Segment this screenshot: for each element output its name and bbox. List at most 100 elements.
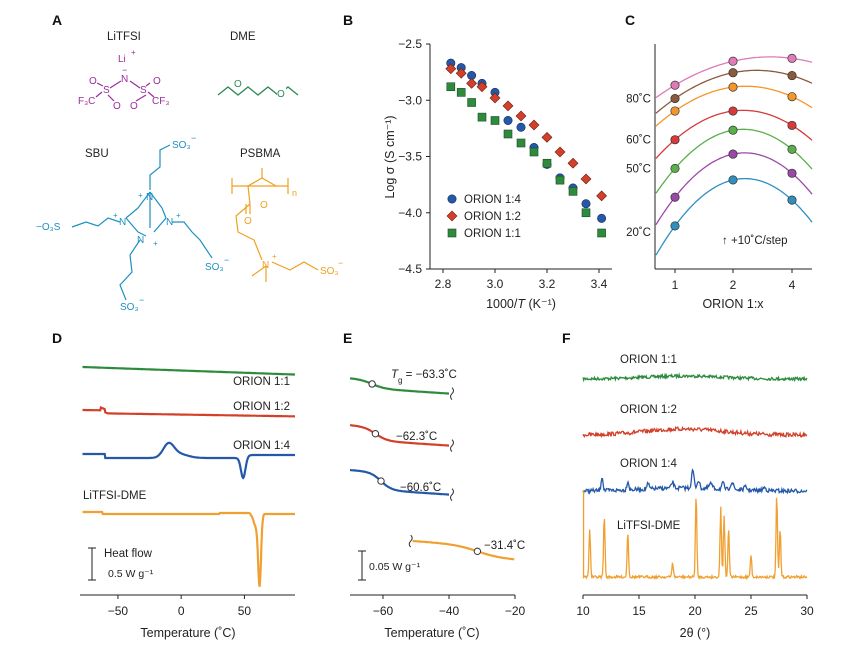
psbma-n: N bbox=[262, 260, 269, 271]
panel-b-point-square bbox=[467, 98, 476, 107]
panel-b-point-square bbox=[456, 88, 466, 97]
panel-b-legend-label: ORION 1:2 bbox=[464, 211, 521, 223]
psbma-structure: PSBMA n O O N + SO₃ − bbox=[231, 148, 343, 282]
litfsi-s-right: S bbox=[140, 85, 147, 96]
panel-e-chart: −60 −40 −20 Tg = −63.3˚C −62.3˚C −60.6˚C −… bbox=[349, 369, 526, 640]
panel-d-label-1-4: ORION 1:4 bbox=[233, 440, 290, 452]
panel-b-point-square bbox=[529, 147, 539, 157]
panel-c-point bbox=[728, 56, 738, 66]
panel-c-point bbox=[670, 94, 680, 104]
panel-a-label: A bbox=[52, 12, 62, 28]
panel-d-xtick-label: 50 bbox=[238, 604, 252, 618]
panel-e-tg-1: Tg = −63.3˚C bbox=[391, 369, 457, 385]
sbu-so3-bottom-minus: − bbox=[139, 295, 144, 305]
panel-b-point-square bbox=[446, 82, 456, 92]
panel-d-xlabel: Temperature (˚C) bbox=[140, 626, 235, 640]
panel-f-label-1-4: ORION 1:4 bbox=[620, 458, 677, 470]
sbu-plus-4: + bbox=[153, 239, 158, 248]
panel-b-point-square bbox=[581, 208, 591, 218]
dme-o1: O bbox=[234, 79, 242, 90]
litfsi-o4: O bbox=[153, 76, 161, 87]
panel-b-point-square bbox=[597, 228, 606, 238]
panel-d-xtick-label: −50 bbox=[108, 604, 129, 618]
sbu-n-left: N bbox=[119, 217, 126, 228]
panel-d-label-1-1: ORION 1:1 bbox=[233, 376, 290, 388]
sbu-plus-1: + bbox=[138, 191, 143, 200]
sbu-plus-3: + bbox=[176, 211, 181, 220]
litfsi-li-plus: + bbox=[131, 48, 136, 57]
panel-e-curve bbox=[349, 469, 450, 496]
panel-d-curve-litfsi-dme bbox=[82, 510, 295, 587]
panel-f-curve-litfsi-dme bbox=[582, 497, 808, 581]
panel-b-legend-label: ORION 1:1 bbox=[464, 228, 521, 240]
panel-e-curve bbox=[412, 539, 515, 561]
panel-e-xlabel: Temperature (˚C) bbox=[384, 626, 479, 640]
panel-b-point-diamond bbox=[541, 131, 553, 143]
panel-c-point bbox=[728, 68, 738, 78]
panel-c-point bbox=[670, 106, 680, 116]
panel-b-point-diamond bbox=[554, 146, 566, 158]
litfsi-li: Li bbox=[118, 54, 126, 65]
panel-e-tg-4: −31.4˚C bbox=[484, 540, 525, 552]
panel-f-xtick-label: 10 bbox=[576, 604, 590, 618]
panel-f-curve-orion-1-2 bbox=[582, 425, 808, 439]
panel-b-point-square bbox=[542, 158, 552, 168]
sbu-plus-2: + bbox=[113, 211, 118, 220]
panel-c-step-note: +10˚C/step bbox=[731, 235, 788, 247]
panel-b-point-diamond bbox=[528, 119, 540, 131]
sbu-n-bottom: N bbox=[137, 235, 144, 246]
panel-f-label-1-1: ORION 1:1 bbox=[620, 354, 677, 366]
panel-b-point-diamond bbox=[515, 110, 527, 122]
panel-b-xtick-label: 3.4 bbox=[591, 277, 608, 291]
panel-c-point bbox=[728, 125, 738, 135]
litfsi-o1: O bbox=[89, 76, 97, 87]
litfsi-o3: O bbox=[130, 101, 138, 112]
litfsi-cf3-right: CF₃ bbox=[152, 96, 169, 107]
panel-d-scale-value: 0.5 W g⁻¹ bbox=[108, 568, 154, 580]
panel-c-point bbox=[787, 53, 797, 63]
panel-f-xlabel: 2θ (°) bbox=[680, 626, 711, 640]
panel-f-label-1-2: ORION 1:2 bbox=[620, 404, 677, 416]
panel-e-xtick-label: −40 bbox=[439, 604, 460, 618]
panel-c-temp-label: 50˚C bbox=[626, 163, 651, 175]
litfsi-structure: LiTFSI Li + N − S S O O O O F₃C CF₃ bbox=[78, 31, 169, 112]
panel-c-temp-label: 80˚C bbox=[626, 94, 651, 106]
panel-b-point-diamond bbox=[476, 81, 488, 93]
panel-d-chart: −50 0 50 ORION 1:1 ORION 1:2 ORION 1:4 LiT… bbox=[80, 365, 296, 640]
psbma-so3: SO₃ bbox=[320, 266, 339, 277]
panel-b-xlabel: 1000/T (K⁻¹) bbox=[486, 297, 556, 311]
panel-e-scale-bar bbox=[358, 550, 366, 581]
panel-f-label: F bbox=[562, 330, 571, 346]
panel-f-xtick-label: 20 bbox=[688, 604, 702, 618]
panel-b-point-diamond bbox=[445, 63, 457, 75]
panel-c-xlabel: ORION 1:x bbox=[702, 297, 764, 311]
panel-b-ytick-label: −4.5 bbox=[398, 262, 422, 276]
panel-c-point bbox=[670, 80, 680, 90]
panel-b-chart: 2.8 3.0 3.2 3.4 −2.5 −3.0 −3.5 −4.0 −4.5 1000/T… bbox=[383, 37, 612, 311]
litfsi-cf3-left: F₃C bbox=[78, 96, 95, 107]
panel-b-point-circle bbox=[597, 213, 607, 223]
panel-e-tg-marker bbox=[473, 547, 482, 556]
sbu-so3-right-minus: − bbox=[224, 255, 229, 265]
panel-b-point-diamond bbox=[502, 100, 514, 112]
panel-c-point bbox=[670, 163, 680, 174]
panel-c-temp-label: 60˚C bbox=[626, 135, 651, 147]
panel-b-point-circle bbox=[581, 199, 591, 209]
panel-e-break-mark bbox=[450, 439, 454, 452]
panel-b-legend-marker bbox=[446, 210, 458, 222]
panel-c-xtick-label: 4 bbox=[789, 278, 796, 292]
sbu-so3-top-minus: − bbox=[191, 133, 196, 143]
panel-e-tg-marker bbox=[377, 477, 385, 485]
panel-b-point-diamond bbox=[466, 77, 478, 89]
panel-e-curve bbox=[349, 424, 450, 447]
panel-c-point bbox=[787, 120, 797, 130]
panel-b-ytick-label: −4.0 bbox=[398, 206, 422, 220]
panel-f-xtick-label: 15 bbox=[632, 604, 646, 618]
psbma-o2: O bbox=[260, 200, 268, 211]
panel-c-point bbox=[787, 92, 797, 102]
panel-c-chart: 1 2 4 80˚C 60˚C 50˚C 20˚C ↑ +10˚C/step ORION … bbox=[626, 44, 813, 311]
panel-c-step-arrow: ↑ bbox=[722, 235, 728, 247]
panel-c-label: C bbox=[625, 12, 635, 28]
panel-e-break-mark bbox=[408, 534, 413, 548]
psbma-o1: O bbox=[244, 216, 252, 227]
